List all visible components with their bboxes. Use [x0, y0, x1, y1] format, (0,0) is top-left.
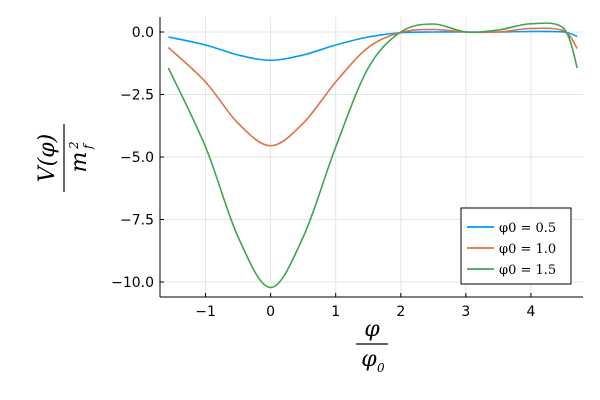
x-tick-label: 1: [331, 304, 340, 320]
svg-text:m: m: [67, 152, 92, 173]
svg-text:φ: φ: [364, 317, 380, 342]
y-tick-label: −2.5: [120, 88, 154, 104]
x-tick-label: 3: [461, 304, 470, 320]
y-tick-label: 0.0: [132, 25, 154, 41]
y-tick-label: −5.0: [120, 150, 154, 166]
x-tick-label: −1: [195, 304, 216, 320]
svg-text:V(φ): V(φ): [35, 134, 60, 182]
legend-label-2: φ0 = 1.0: [499, 242, 556, 257]
y-tick-label: −10.0: [111, 275, 154, 291]
svg-text:φ: φ: [361, 347, 377, 372]
axes: [159, 17, 583, 298]
legend: φ0 = 0.5 φ0 = 1.0 φ0 = 1.5: [460, 207, 572, 285]
legend-box: [460, 207, 572, 285]
svg-text:f: f: [81, 142, 95, 150]
svg-text:2: 2: [67, 141, 81, 150]
legend-label-3: φ0 = 1.5: [499, 263, 556, 278]
tick-labels: −1 0 1 2 3 4 0.0 −2.5 −5.0 −7.5 −10.0: [111, 25, 535, 320]
series-line-1: [168, 30, 578, 62]
series-lines: [167, 22, 579, 289]
y-tick-label: −7.5: [120, 213, 154, 229]
x-axis-label: φ φ 0: [356, 317, 388, 375]
x-tick-label: 2: [396, 304, 405, 320]
y-axis-label: V(φ) m f 2: [35, 124, 95, 192]
legend-label-1: φ0 = 0.5: [499, 221, 556, 236]
svg-text:0: 0: [377, 361, 385, 375]
x-tick-label: 4: [526, 304, 535, 320]
series-line-2: [167, 27, 578, 147]
series-line-3: [167, 22, 579, 289]
x-tick-label: 0: [266, 304, 275, 320]
